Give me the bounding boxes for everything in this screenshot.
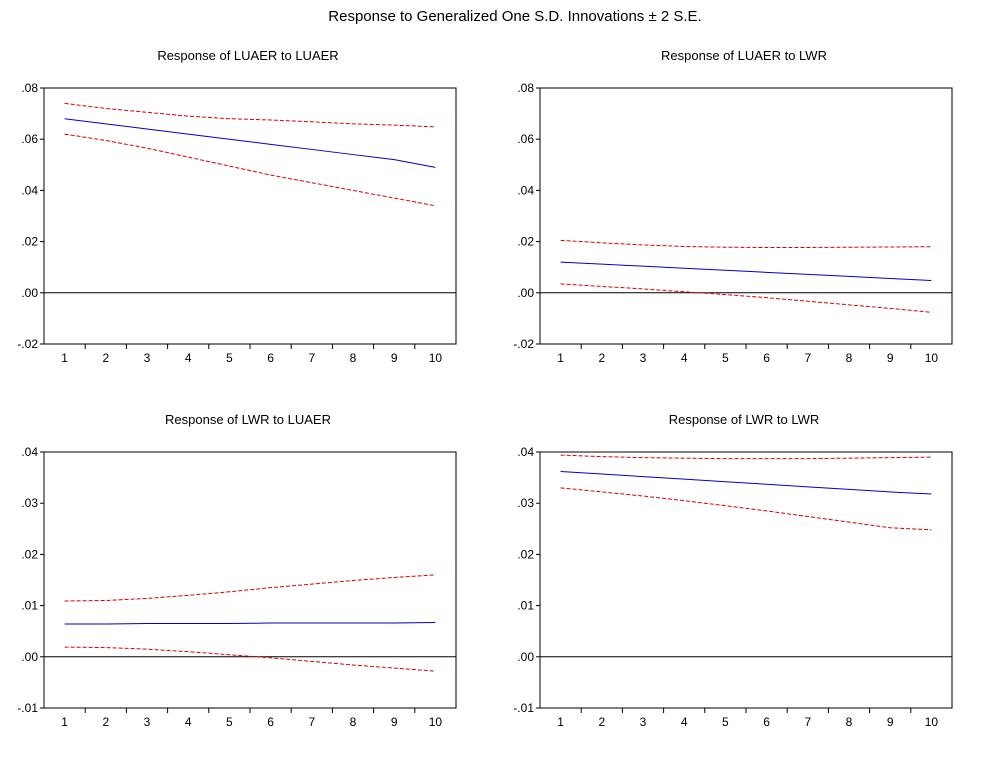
chart-panel-luaer-luaer: Response of LUAER to LUAER -.02 .00 .02 .04… <box>0 48 496 408</box>
y-tick-label: .01 <box>517 599 534 613</box>
y-tick-label: .01 <box>21 599 38 613</box>
upper-band-line <box>64 102 436 128</box>
y-tick-label: -.01 <box>17 701 38 715</box>
plot-frame <box>43 451 457 709</box>
x-tick-label: 1 <box>557 715 564 729</box>
x-tick-label: 5 <box>722 715 729 729</box>
chart-svg: -.01 .00 .01 .02 .03 .04 1 2 3 4 5 6 7 8 9 10 <box>513 445 953 729</box>
x-tick-label: 9 <box>391 715 398 729</box>
y-tick-label: .04 <box>21 445 38 459</box>
plot-frame <box>539 451 953 709</box>
x-tick-label: 9 <box>887 351 894 365</box>
x-tick-label: 5 <box>226 715 233 729</box>
chart-svg: -.02 .00 .02 .04 .06 .08 1 2 3 4 5 6 7 8 9 10 <box>17 81 457 365</box>
lower-band-line <box>64 133 436 207</box>
plot-frame <box>539 87 953 345</box>
chart-title: Response of LUAER to LWR <box>661 48 827 63</box>
chart-svg: -.01 .00 .01 .02 .03 .04 1 2 3 4 5 6 7 8 9 10 <box>17 445 457 729</box>
y-tick-label: .02 <box>21 235 38 249</box>
x-tick-label: 6 <box>763 351 770 365</box>
lower-band-line <box>560 283 932 313</box>
x-tick-label: 8 <box>350 351 357 365</box>
x-tick-label: 2 <box>598 715 605 729</box>
x-tick-label: 4 <box>185 351 192 365</box>
x-tick-label: 7 <box>308 715 315 729</box>
y-tick-label: .00 <box>517 650 534 664</box>
y-tick-label: .04 <box>21 183 38 197</box>
x-tick-label: 9 <box>887 715 894 729</box>
x-tick-label: 8 <box>846 351 853 365</box>
y-tick-label: .08 <box>21 81 38 95</box>
y-tick-label: .02 <box>517 547 534 561</box>
x-tick-label: 3 <box>144 715 151 729</box>
y-tick-label: .00 <box>21 650 38 664</box>
upper-band-line <box>64 574 436 602</box>
x-tick-label: 8 <box>350 715 357 729</box>
plot-frame <box>43 87 457 345</box>
y-tick-label: .03 <box>21 496 38 510</box>
x-tick-label: 6 <box>267 351 274 365</box>
x-tick-label: 2 <box>598 351 605 365</box>
y-tick-label: -.01 <box>513 701 534 715</box>
y-tick-label: .04 <box>517 183 534 197</box>
x-tick-label: 10 <box>925 715 939 729</box>
x-tick-label: 10 <box>925 351 939 365</box>
response-line <box>560 470 932 495</box>
figure-title: Response to Generalized One S.D. Innovat… <box>328 8 702 25</box>
y-tick-label: .00 <box>517 286 534 300</box>
x-tick-label: 3 <box>640 715 647 729</box>
x-tick-label: 9 <box>391 351 398 365</box>
x-tick-label: 2 <box>102 351 109 365</box>
y-tick-label: .00 <box>21 286 38 300</box>
upper-band-line <box>560 239 932 248</box>
x-tick-label: 7 <box>308 351 315 365</box>
chart-panel-lwr-lwr: Response of LWR to LWR -.01 .00 .01 .02 .03.… <box>496 412 992 772</box>
x-tick-label: 7 <box>804 351 811 365</box>
chart-title: Response of LWR to LWR <box>668 412 820 427</box>
y-tick-label: .02 <box>517 235 534 249</box>
chart-title: Response of LWR to LUAER <box>165 412 331 427</box>
chart-svg: -.02 .00 .02 .04 .06 .08 1 2 3 4 5 6 7 8 9 10 <box>513 81 953 365</box>
x-tick-label: 2 <box>102 715 109 729</box>
upper-band-line <box>560 454 932 460</box>
lower-band-line <box>560 487 932 531</box>
x-tick-label: 5 <box>226 351 233 365</box>
x-tick-label: 1 <box>61 351 68 365</box>
y-tick-label: .02 <box>21 547 38 561</box>
x-tick-label: 1 <box>557 351 564 365</box>
x-tick-label: 1 <box>61 715 68 729</box>
lower-band-line <box>64 646 436 672</box>
chart-title: Response of LUAER to LUAER <box>157 48 339 63</box>
response-line <box>560 261 932 282</box>
chart-panel-lwr-luaer: Response of LWR to LUAER -.01 .00 .01 .02 .0… <box>0 412 496 772</box>
y-tick-label: .06 <box>21 132 38 146</box>
y-tick-label: .03 <box>517 496 534 510</box>
x-tick-label: 10 <box>429 351 443 365</box>
y-tick-label: .04 <box>517 445 534 459</box>
y-tick-label: -.02 <box>17 337 38 351</box>
x-tick-label: 7 <box>804 715 811 729</box>
y-tick-label: .08 <box>517 81 534 95</box>
response-line <box>64 622 436 625</box>
x-tick-label: 4 <box>681 715 688 729</box>
x-tick-label: 6 <box>763 715 770 729</box>
x-tick-label: 5 <box>722 351 729 365</box>
y-tick-label: -.02 <box>513 337 534 351</box>
chart-panel-luaer-lwr: Response of LUAER to LWR -.02 .00 .02 .04 .0… <box>496 48 992 408</box>
x-tick-label: 3 <box>144 351 151 365</box>
x-tick-label: 3 <box>640 351 647 365</box>
x-tick-label: 8 <box>846 715 853 729</box>
x-tick-label: 4 <box>185 715 192 729</box>
response-line <box>64 118 436 168</box>
x-tick-label: 6 <box>267 715 274 729</box>
x-tick-label: 10 <box>429 715 443 729</box>
y-tick-label: .06 <box>517 132 534 146</box>
x-tick-label: 4 <box>681 351 688 365</box>
